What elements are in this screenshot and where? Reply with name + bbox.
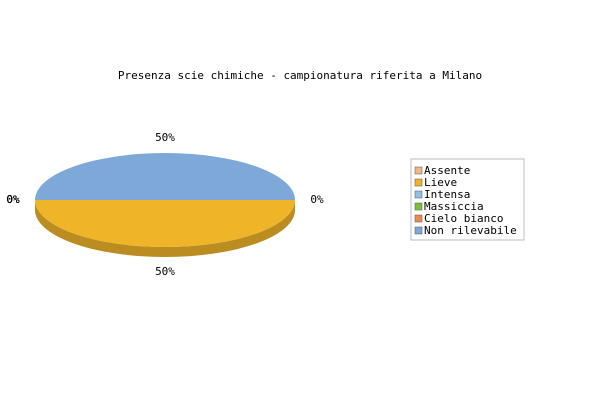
value-label: 0% — [6, 193, 20, 206]
legend-label: Assente — [424, 164, 470, 177]
legend-label: Non rilevabile — [424, 224, 517, 237]
legend-swatch — [414, 178, 423, 187]
legend-swatch — [414, 226, 423, 235]
value-label: 50% — [155, 131, 175, 144]
legend-label: Cielo bianco — [424, 212, 503, 225]
legend-swatch — [414, 214, 423, 223]
value-label: 0% — [6, 193, 20, 206]
value-label: 0% — [310, 193, 324, 206]
pie-side — [35, 200, 295, 257]
legend-box — [410, 158, 525, 241]
legend-label: Massiccia — [424, 200, 484, 213]
value-label: 0% — [6, 193, 20, 206]
legend-swatch — [414, 202, 423, 211]
pie-slice — [35, 153, 295, 200]
legend-label: Intensa — [424, 188, 470, 201]
chart-title: Presenza scie chimiche - campionatura ri… — [118, 69, 482, 82]
pie-slice — [35, 200, 295, 247]
legend-label: Lieve — [424, 176, 457, 189]
value-label: 50% — [155, 265, 175, 278]
legend-swatch — [414, 166, 423, 175]
legend-swatch — [414, 190, 423, 199]
